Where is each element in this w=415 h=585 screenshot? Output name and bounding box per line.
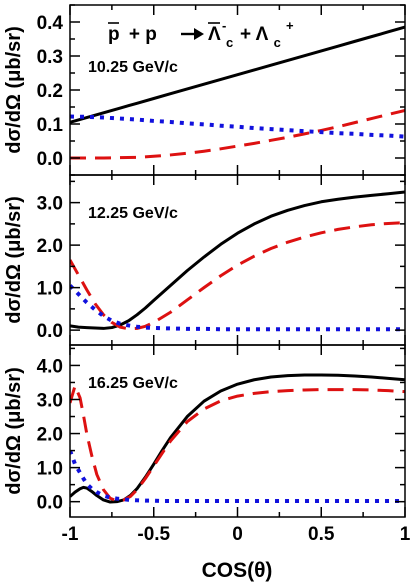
y-tick-label: 0.0: [37, 149, 63, 170]
reaction-lambda-sup: +: [286, 18, 294, 33]
series-line-dashed: [70, 384, 405, 503]
reaction-plus-lambda: + Λ: [240, 24, 269, 45]
y-tick-label: 2.0: [37, 425, 63, 446]
x-tick-label: 0: [232, 524, 243, 545]
series-line-dotted: [70, 114, 405, 139]
reaction-pbar: p: [108, 24, 120, 45]
reaction-plus-p: + p: [129, 24, 157, 45]
panel-frame: [69, 344, 406, 518]
svg-text:+ Λ c: + Λ c: [240, 24, 281, 50]
y-tick-label: 1.0: [37, 459, 63, 480]
momentum-annotation: 10.25 GeV/c: [88, 59, 178, 76]
svg-text:p + p: p + p: [108, 24, 157, 45]
series-line-dashed: [70, 108, 405, 160]
series-line-solid: [70, 373, 405, 504]
series-line-dotted: [70, 284, 405, 332]
reaction-lambda-bar-sub: c: [226, 35, 233, 50]
y-tick-label: 3.0: [37, 194, 63, 215]
y-tick-label: 0.0: [37, 321, 63, 342]
series-line-dashed: [70, 221, 405, 331]
y-tick-label: 3.0: [37, 390, 63, 411]
x-tick-label: -0.5: [137, 524, 170, 545]
panel-3: 0.0 1.0 2.0 3.0 4.0 -1 -0.5 0 0.5 1 dσ/dΩ (μb/sr) 1…: [3, 344, 411, 545]
reaction-equation: p + p Λ c - + Λ c +: [108, 18, 294, 50]
y-tick-label: 0.0: [37, 493, 63, 514]
series-line-solid: [70, 25, 405, 124]
panel-1: 0.0 0.1 0.2 0.3 0.4 dσ/dΩ (μb/sr) 10.25 GeV/c: [3, 4, 406, 176]
y-axis-label: dσ/dΩ (μb/sr): [3, 196, 25, 324]
x-tick-label: 1: [400, 524, 411, 545]
y-tick-label: 0.3: [37, 47, 63, 68]
reaction-lambda-bar-sup: -: [222, 18, 226, 33]
momentum-annotation: 16.25 GeV/c: [88, 375, 178, 392]
momentum-annotation: 12.25 GeV/c: [88, 205, 178, 222]
y-tick-label: 1.0: [37, 279, 63, 300]
reaction-lambda-sub: c: [274, 35, 281, 50]
series-line-dotted: [70, 449, 405, 503]
series-line-solid: [70, 190, 405, 330]
reaction-arrow-icon: [181, 28, 204, 40]
x-axis-label: COS(θ): [202, 559, 273, 582]
y-tick-label: 0.2: [37, 81, 63, 102]
reaction-lambda-bar: Λ: [208, 24, 221, 45]
y-axis-label: dσ/dΩ (μb/sr): [3, 26, 25, 154]
y-tick-label: 2.0: [37, 236, 63, 257]
y-tick-label: 0.1: [37, 115, 64, 136]
y-axis-label: dσ/dΩ (μb/sr): [3, 367, 25, 495]
y-tick-label: 0.4: [37, 13, 64, 34]
svg-text:Λ c: Λ c: [208, 24, 233, 50]
panel-2: 0.0 1.0 2.0 3.0 dσ/dΩ (μb/sr) 12.25 GeV/c: [3, 174, 406, 346]
x-tick-label: -1: [62, 524, 79, 545]
panel-frame: [69, 174, 406, 346]
y-tick-label: 4.0: [37, 356, 63, 377]
x-tick-label: 0.5: [308, 524, 335, 545]
